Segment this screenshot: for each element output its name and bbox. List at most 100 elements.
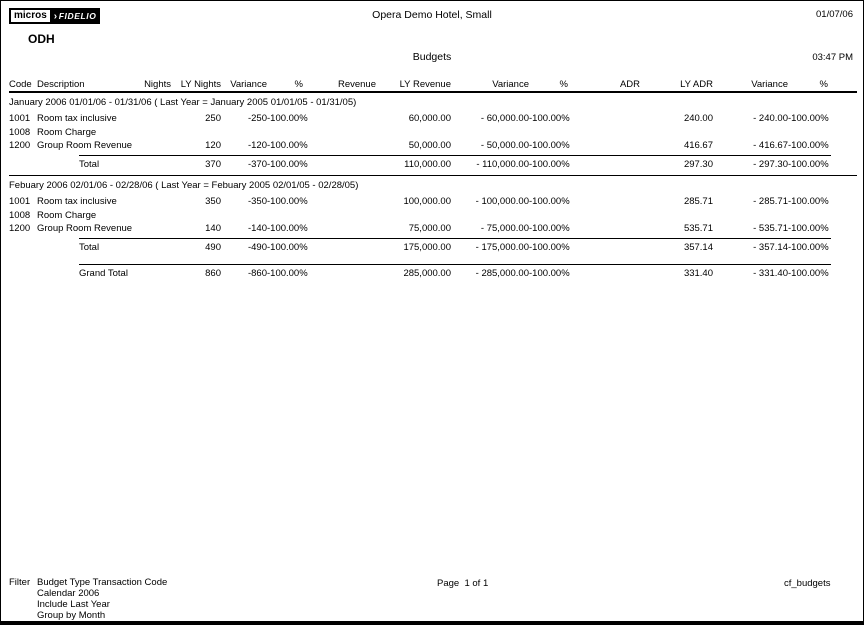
cell-adr bbox=[568, 126, 640, 140]
cell-ly-revenue: 285,000.00 bbox=[403, 268, 451, 279]
cell-description: Room Charge bbox=[37, 126, 97, 138]
cell-variance-adr: - 285.71 bbox=[753, 196, 788, 207]
cell-revenue bbox=[303, 139, 376, 153]
cell-variance-nights bbox=[221, 209, 267, 223]
cell-variance-adr: - 416.67 bbox=[753, 140, 788, 151]
filter-line: Include Last Year bbox=[37, 599, 110, 610]
cell-ly-adr: 416.67 bbox=[683, 140, 713, 151]
cell-variance-adr bbox=[713, 209, 788, 223]
cell-adr bbox=[568, 139, 640, 153]
cell-pct-nights: -100.00% bbox=[267, 158, 308, 170]
cell-pct-nights bbox=[267, 126, 303, 140]
cell-adr bbox=[568, 195, 640, 209]
cell-code bbox=[9, 241, 37, 255]
cell-description: Room tax inclusive bbox=[37, 196, 117, 207]
col-header-pct-nights: % bbox=[294, 79, 303, 90]
cell-variance-revenue: - 60,000.00 bbox=[480, 113, 529, 124]
cell-description: Total bbox=[79, 158, 100, 170]
fidelio-logo-text: FIDELIO bbox=[58, 11, 97, 21]
filter-line: Group by Month bbox=[37, 610, 106, 621]
cell-variance-adr: - 331.40 bbox=[753, 268, 788, 279]
grand-total-row: Grand Total 860 -860 -100.00% 285,000.00- 28… bbox=[9, 267, 829, 281]
cell-adr bbox=[568, 267, 640, 281]
cell-ly-revenue: 100,000.00 bbox=[403, 196, 451, 207]
filter-line: Budget Type Transaction Code bbox=[37, 577, 168, 588]
cell-variance-revenue: - 175,000.00 bbox=[475, 241, 529, 253]
cell-revenue bbox=[303, 241, 376, 255]
table-row: 1008 Room Charge bbox=[9, 126, 828, 140]
cell-variance-nights: -490 bbox=[247, 241, 267, 253]
cell-ly-nights: 120 bbox=[205, 140, 221, 151]
hotel-name: Opera Demo Hotel, Small bbox=[372, 9, 492, 21]
property-code: ODH bbox=[28, 32, 55, 46]
cell-adr bbox=[568, 209, 640, 223]
cell-ly-revenue bbox=[376, 126, 451, 140]
cell-ly-revenue: 60,000.00 bbox=[408, 113, 451, 124]
cell-pct-revenue: -100.00% bbox=[529, 268, 570, 279]
cell-code: 1200 bbox=[9, 223, 31, 234]
cell-adr bbox=[568, 222, 640, 236]
cell-ly-adr: 331.40 bbox=[683, 268, 713, 279]
cell-variance-nights: -860 bbox=[247, 268, 267, 279]
cell-code bbox=[9, 158, 37, 172]
cell-code: 1200 bbox=[9, 140, 31, 151]
cell-revenue bbox=[303, 209, 376, 223]
logo-chevron-icon: › bbox=[53, 10, 58, 22]
cell-pct-nights bbox=[267, 209, 303, 223]
col-header-description: Description bbox=[37, 79, 85, 90]
cell-ly-adr: 535.71 bbox=[683, 223, 713, 234]
cell-variance-adr: - 297.30 bbox=[753, 158, 788, 170]
table-row: 1008 Room Charge bbox=[9, 209, 828, 223]
cell-pct-adr: -100.00% bbox=[788, 196, 829, 207]
cell-pct-revenue bbox=[529, 209, 568, 223]
cell-ly-nights bbox=[171, 209, 221, 223]
cell-revenue bbox=[303, 267, 376, 281]
cell-pct-revenue: -100.00% bbox=[529, 158, 570, 170]
total-rule bbox=[79, 154, 831, 156]
cell-nights bbox=[143, 195, 171, 209]
cell-pct-adr: -100.00% bbox=[788, 140, 829, 151]
cell-ly-adr: 285.71 bbox=[683, 196, 713, 207]
cell-pct-adr: -100.00% bbox=[788, 158, 829, 170]
micros-fidelio-logo: micros › FIDELIO bbox=[9, 8, 101, 24]
cell-description: Grand Total bbox=[79, 268, 128, 279]
fidelio-logo-box: › FIDELIO bbox=[51, 8, 101, 24]
cell-code bbox=[9, 267, 37, 281]
col-header-ly-nights: LY Nights bbox=[180, 79, 221, 90]
cell-description: Total bbox=[79, 241, 100, 253]
filter-label: Filter bbox=[9, 577, 31, 588]
cell-pct-nights: -100.00% bbox=[267, 223, 308, 234]
table-row: 1001 Room tax inclusive 350 -350 -100.00% 100… bbox=[9, 195, 829, 209]
section-rule bbox=[9, 175, 857, 176]
cell-ly-nights: 140 bbox=[205, 223, 221, 234]
page-number: Page 1 of 1 bbox=[437, 578, 489, 589]
col-header-variance-revenue: Variance bbox=[492, 79, 529, 90]
cell-pct-adr bbox=[788, 126, 828, 140]
cell-variance-adr: - 357.14 bbox=[753, 241, 788, 253]
cell-nights bbox=[143, 241, 171, 255]
table-row: 1200 Group Room Revenue 140 -140 -100.00% 75,… bbox=[9, 222, 829, 236]
col-header-revenue: Revenue bbox=[337, 79, 376, 90]
cell-pct-revenue bbox=[529, 126, 568, 140]
cell-ly-nights: 860 bbox=[205, 268, 221, 279]
cell-ly-nights: 490 bbox=[205, 241, 221, 253]
report-title: Budgets bbox=[412, 51, 452, 63]
table-header-row: Code Description Nights LY Nights Varian… bbox=[9, 79, 828, 91]
cell-adr bbox=[568, 158, 640, 172]
cell-revenue bbox=[303, 112, 376, 126]
cell-variance-revenue bbox=[451, 209, 529, 223]
cell-ly-nights bbox=[171, 126, 221, 140]
cell-ly-adr bbox=[640, 126, 713, 140]
cell-adr bbox=[568, 112, 640, 126]
cell-nights bbox=[143, 139, 171, 153]
cell-variance-revenue bbox=[451, 126, 529, 140]
cell-pct-adr: -100.00% bbox=[788, 268, 829, 279]
total-row: Total 370 -370 -100.00% 110,000.00- 110,000.… bbox=[9, 158, 829, 172]
col-header-adr: ADR bbox=[619, 79, 640, 90]
table-row: 1001 Room tax inclusive 250 -250 -100.00% 60,… bbox=[9, 112, 829, 126]
cell-pct-revenue: -100.00% bbox=[529, 241, 570, 253]
micros-logo-text: micros bbox=[9, 8, 52, 24]
cell-ly-adr: 240.00 bbox=[683, 113, 713, 124]
budget-table: Code Description Nights LY Nights Varian… bbox=[9, 79, 857, 281]
